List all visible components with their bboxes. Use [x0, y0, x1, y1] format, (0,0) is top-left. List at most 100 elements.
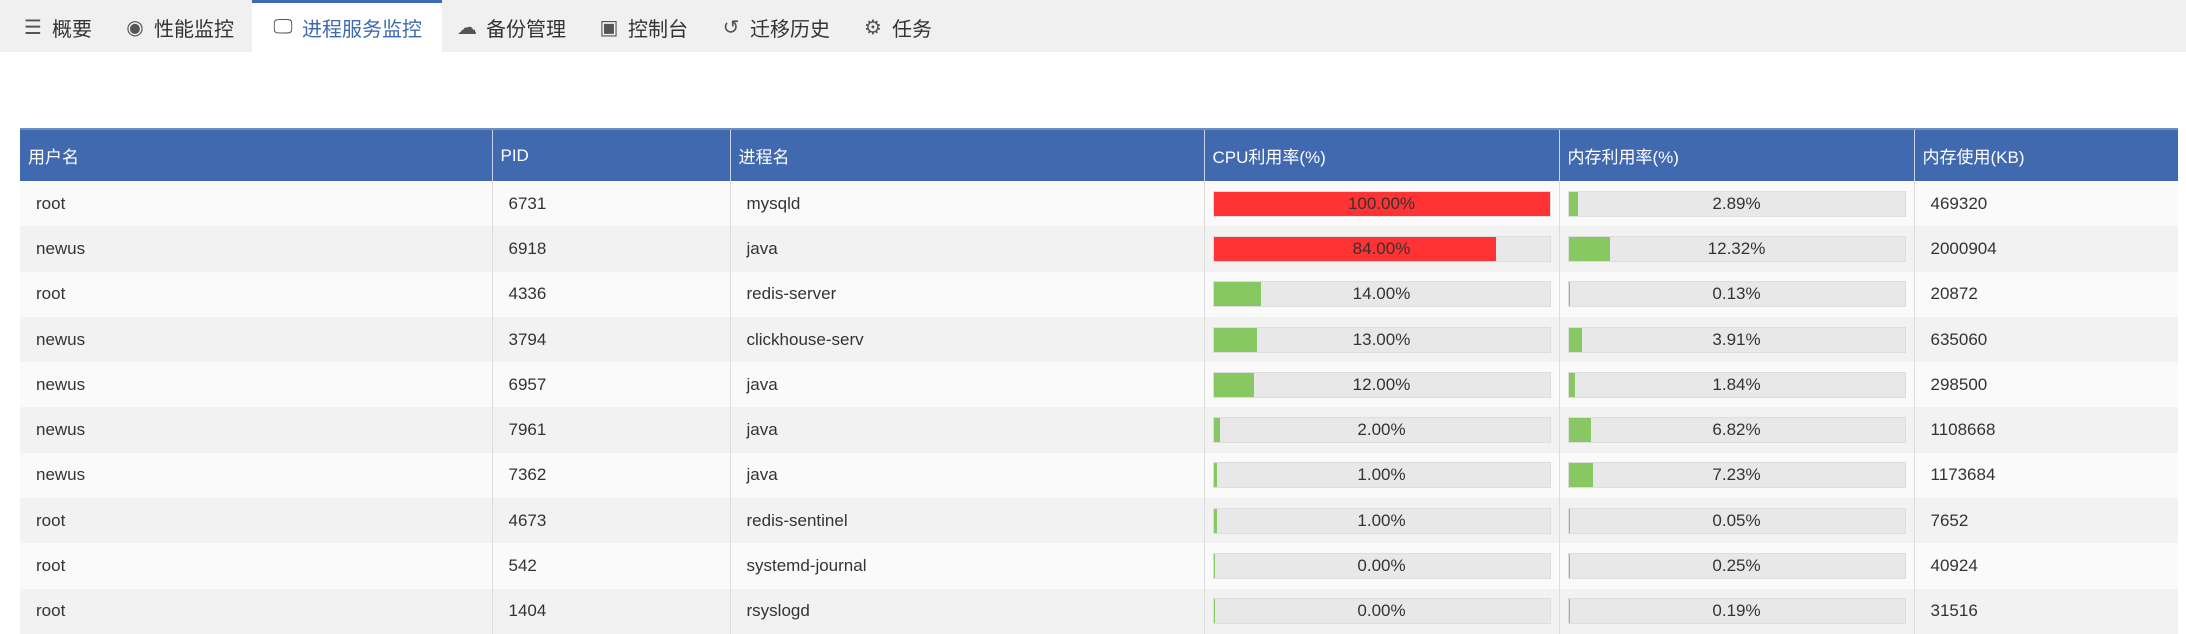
- progress-label: 84.00%: [1352, 238, 1411, 258]
- progress-label: 100.00%: [1347, 193, 1416, 213]
- column-header[interactable]: 用户名: [20, 128, 492, 181]
- progress-bar: 84.00%: [1212, 235, 1551, 262]
- process-name-cell: rsyslogd: [729, 588, 1204, 634]
- progress-bar: 12.32%: [1567, 235, 1906, 262]
- progress-fill: [1213, 191, 1550, 216]
- progress-bar: 12.00%: [1212, 371, 1551, 398]
- table-row[interactable]: root 4336 redis-server 14.00% 0.13% 20872: [20, 271, 2178, 317]
- tab-label: 备份管理: [486, 19, 566, 41]
- progress-bar: 100.00%: [1212, 190, 1551, 217]
- progress-fill: [1213, 554, 1215, 579]
- column-header[interactable]: 内存利用率(%): [1558, 128, 1914, 181]
- column-header[interactable]: 内存使用(KB): [1913, 128, 2178, 181]
- table-row[interactable]: newus 3794 clickhouse-serv 13.00% 3.91% 63506…: [20, 316, 2178, 363]
- mem-percent-cell: 0.25%: [1558, 543, 1914, 589]
- tab-5[interactable]: ↺ 迁移历史: [706, 0, 848, 52]
- history-icon: ↺: [722, 17, 740, 39]
- mem-percent-cell: 0.19%: [1558, 588, 1914, 634]
- progress-label: 7.23%: [1712, 465, 1761, 485]
- process-name-cell: mysqld: [729, 181, 1204, 227]
- progress-bar: 0.00%: [1212, 553, 1551, 580]
- mem-kb-cell: 298500: [1913, 362, 2178, 408]
- column-header[interactable]: PID: [491, 128, 730, 181]
- table-row[interactable]: root 4673 redis-sentinel 1.00% 0.05% 7652: [20, 498, 2178, 544]
- progress-label: 1.00%: [1357, 510, 1406, 530]
- user-cell: root: [20, 543, 492, 589]
- mem-kb-cell: 31516: [1913, 588, 2178, 634]
- cpu-cell: 1.00%: [1203, 498, 1559, 544]
- progress-label: 13.00%: [1352, 329, 1411, 349]
- cpu-cell: 2.00%: [1203, 407, 1559, 453]
- progress-label: 6.82%: [1712, 420, 1761, 440]
- process-name-cell: systemd-journal: [729, 543, 1204, 589]
- table-row[interactable]: newus 7362 java 1.00% 7.23% 1173684: [20, 452, 2178, 499]
- progress-bar: 7.23%: [1567, 462, 1906, 489]
- tab-4[interactable]: ▣ 控制台: [584, 0, 706, 52]
- mem-kb-cell: 40924: [1913, 543, 2178, 589]
- progress-label: 2.00%: [1357, 420, 1406, 440]
- cpu-cell: 100.00%: [1203, 181, 1559, 227]
- pid-cell: 4673: [491, 498, 730, 544]
- table-row[interactable]: newus 6957 java 12.00% 1.84% 298500: [20, 362, 2178, 408]
- progress-fill: [1213, 282, 1261, 307]
- cpu-cell: 13.00%: [1203, 316, 1559, 363]
- user-cell: newus: [20, 316, 492, 363]
- progress-fill: [1568, 418, 1592, 443]
- gear-icon: ⚙: [864, 17, 882, 39]
- tab-1[interactable]: ◉ 性能监控: [110, 0, 252, 52]
- column-header[interactable]: 进程名: [729, 128, 1204, 181]
- progress-label: 0.00%: [1357, 601, 1406, 621]
- list-icon: ☰: [24, 17, 42, 39]
- progress-label: 0.25%: [1712, 556, 1761, 576]
- progress-fill: [1568, 191, 1579, 216]
- tab-2[interactable]: 🖵 进程服务监控: [252, 0, 442, 52]
- progress-fill: [1213, 327, 1258, 352]
- user-cell: root: [20, 498, 492, 544]
- process-table: 用户名 PID 进程名 CPU利用率(%) 内存利用率(%) 内存使用(KB) root 6…: [20, 128, 2178, 634]
- table-row[interactable]: newus 7961 java 2.00% 6.82% 1108668: [20, 407, 2178, 453]
- column-header[interactable]: CPU利用率(%): [1203, 128, 1559, 181]
- progress-bar: 0.00%: [1212, 598, 1551, 625]
- progress-label: 1.00%: [1357, 465, 1406, 485]
- table-header-row: 用户名 PID 进程名 CPU利用率(%) 内存利用率(%) 内存使用(KB): [20, 128, 2178, 181]
- progress-fill: [1213, 599, 1215, 624]
- progress-fill: [1213, 508, 1217, 533]
- progress-fill: [1568, 236, 1610, 261]
- progress-fill: [1568, 508, 1570, 533]
- mem-kb-cell: 2000904: [1913, 226, 2178, 272]
- user-cell: newus: [20, 407, 492, 453]
- progress-fill: [1568, 554, 1570, 579]
- table-row[interactable]: root 542 systemd-journal 0.00% 0.25% 40924: [20, 543, 2178, 589]
- process-name-cell: clickhouse-serv: [729, 316, 1204, 363]
- mem-percent-cell: 0.13%: [1558, 271, 1914, 317]
- tab-label: 进程服务监控: [302, 19, 422, 41]
- progress-bar: 2.89%: [1567, 190, 1906, 217]
- tab-0[interactable]: ☰ 概要: [8, 0, 110, 52]
- progress-bar: 2.00%: [1212, 417, 1551, 444]
- tab-label: 迁移历史: [750, 19, 830, 41]
- user-cell: root: [20, 588, 492, 634]
- progress-bar: 1.84%: [1567, 371, 1906, 398]
- mem-kb-cell: 1173684: [1913, 452, 2178, 499]
- tab-6[interactable]: ⚙ 任务: [848, 0, 950, 52]
- table-row[interactable]: root 6731 mysqld 100.00% 2.89% 469320: [20, 181, 2178, 227]
- progress-label: 2.89%: [1712, 193, 1761, 213]
- table-row[interactable]: root 1404 rsyslogd 0.00% 0.19% 31516: [20, 588, 2178, 634]
- table-row[interactable]: newus 6918 java 84.00% 12.32% 2000904: [20, 226, 2178, 272]
- mem-percent-cell: 6.82%: [1558, 407, 1914, 453]
- tab-3[interactable]: ☁ 备份管理: [442, 0, 584, 52]
- progress-bar: 1.00%: [1212, 507, 1551, 534]
- progress-fill: [1568, 463, 1593, 488]
- progress-label: 3.91%: [1712, 329, 1761, 349]
- mem-percent-cell: 2.89%: [1558, 181, 1914, 227]
- progress-fill: [1568, 372, 1575, 397]
- tab-label: 控制台: [628, 19, 688, 41]
- pid-cell: 7362: [491, 452, 730, 499]
- progress-bar: 0.25%: [1567, 553, 1906, 580]
- progress-bar: 6.82%: [1567, 417, 1906, 444]
- webcam-icon: ◉: [126, 17, 144, 39]
- progress-label: 12.00%: [1352, 374, 1411, 394]
- mem-percent-cell: 3.91%: [1558, 316, 1914, 363]
- user-cell: newus: [20, 452, 492, 499]
- pid-cell: 7961: [491, 407, 730, 453]
